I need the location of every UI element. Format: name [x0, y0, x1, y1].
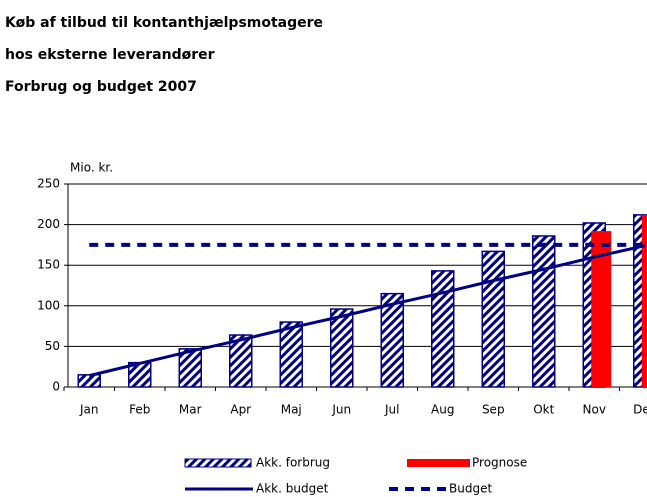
chart-title: Køb af tilbud til kontanthjælpsmotagere [5, 15, 323, 31]
bar [178, 348, 202, 388]
bar [279, 321, 303, 388]
legend-label: Akk. forbrug [256, 456, 330, 470]
y-tick-label: 50 [45, 339, 60, 353]
bar [77, 374, 101, 388]
bar [532, 235, 556, 388]
x-tick-label: Nov [583, 403, 606, 417]
chart-title: Forbrug og budget 2007 [5, 79, 197, 95]
legend-swatch [184, 458, 252, 468]
legend-label: Prognose [472, 456, 527, 470]
x-tick-label: Jun [331, 403, 351, 417]
x-tick-label: Sep [482, 403, 505, 417]
legend-label: Akk. budget [256, 482, 329, 496]
y-tick-label: 200 [37, 217, 60, 231]
y-tick-label: 150 [37, 258, 60, 272]
x-tick-label: Apr [230, 403, 251, 417]
x-tick-label: Maj [281, 403, 302, 417]
bar [330, 308, 354, 388]
x-tick-label: Okt [533, 403, 554, 417]
x-tick-label: Feb [129, 403, 150, 417]
line [88, 244, 646, 378]
x-tick-label: Mar [179, 403, 202, 417]
y-tick-label: 250 [37, 177, 60, 191]
bar [641, 214, 647, 387]
x-tick-label: Dec [633, 403, 647, 417]
y-tick-label: 0 [52, 380, 60, 394]
bar [481, 250, 505, 388]
bar [229, 334, 253, 388]
legend-swatch [407, 459, 470, 467]
legend-label: Budget [449, 482, 492, 496]
bar [431, 270, 455, 388]
y-axis-label: Mio. kr. [70, 161, 113, 175]
x-tick-label: Aug [431, 403, 454, 417]
y-tick-label: 100 [37, 298, 60, 312]
chart-title: hos eksterne leverandører [5, 47, 215, 63]
x-tick-label: Jan [79, 403, 99, 417]
bar [380, 292, 404, 388]
x-tick-label: Jul [384, 403, 399, 417]
bar [591, 231, 612, 387]
